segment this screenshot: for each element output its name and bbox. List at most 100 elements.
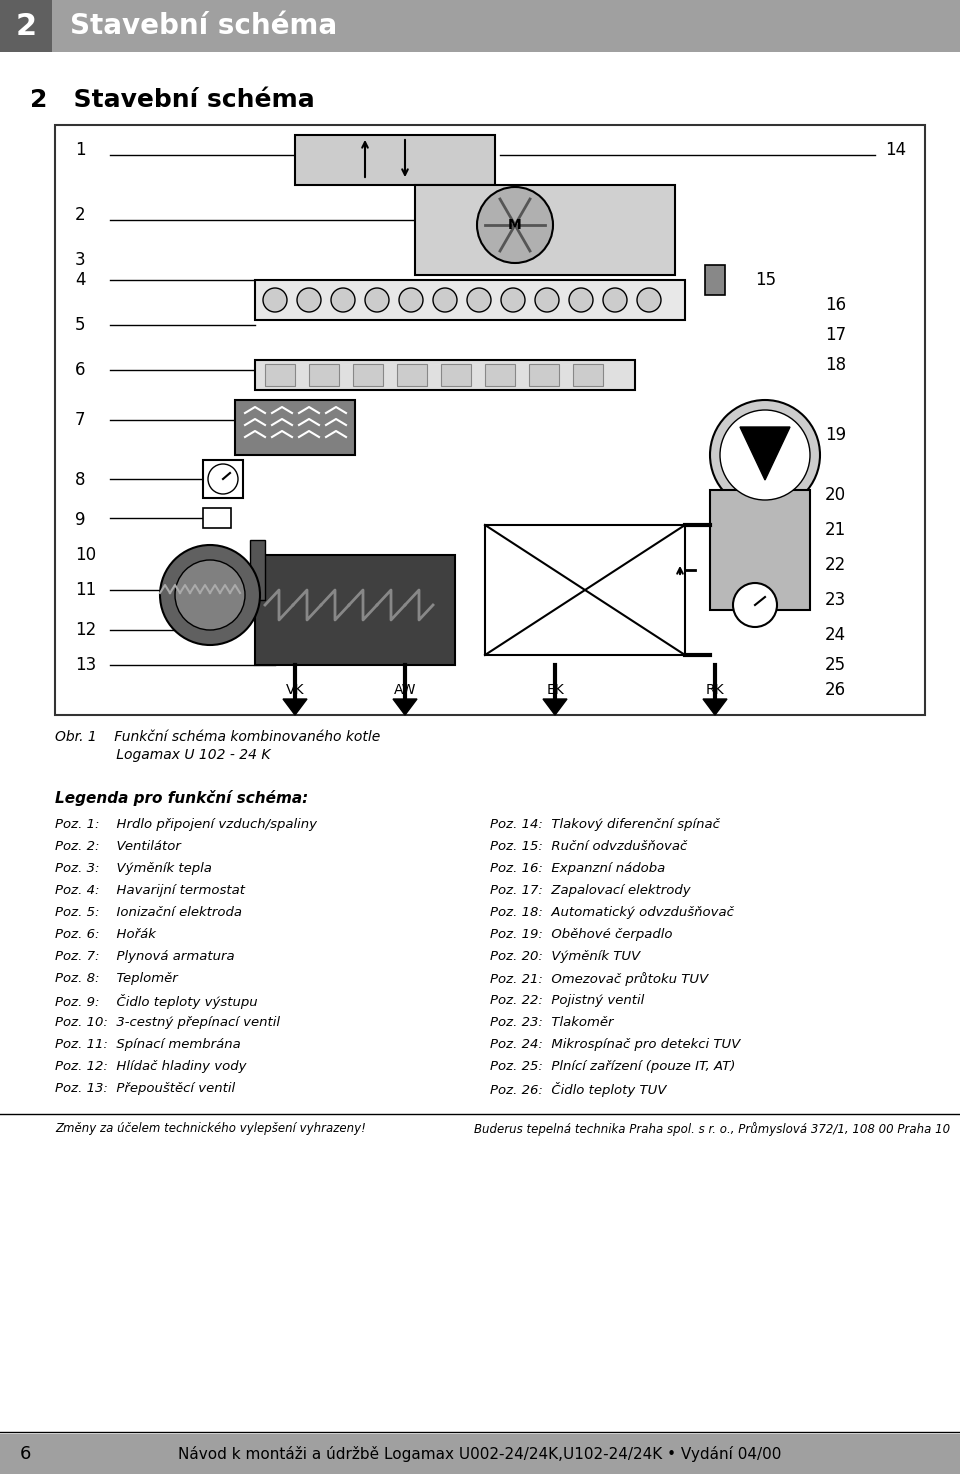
Text: Poz. 18:  Automatický odvzdušňovač: Poz. 18: Automatický odvzdušňovač [490,907,733,918]
Text: Poz. 1:    Hrdlo připojení vzduch/spaliny: Poz. 1: Hrdlo připojení vzduch/spaliny [55,818,317,831]
Circle shape [433,287,457,312]
Text: Poz. 2:    Ventilátor: Poz. 2: Ventilátor [55,840,180,853]
Text: AW: AW [394,682,417,697]
Text: 22: 22 [825,556,847,573]
Text: Poz. 13:  Přepouštěcí ventil: Poz. 13: Přepouštěcí ventil [55,1082,235,1095]
Text: 11: 11 [75,581,96,598]
Circle shape [297,287,321,312]
Text: Poz. 12:  Hlídač hladiny vody: Poz. 12: Hlídač hladiny vody [55,1060,247,1073]
Text: Buderus tepelná technika Praha spol. s r. o., Průmyslová 372/1, 108 00 Praha 10: Buderus tepelná technika Praha spol. s r… [474,1122,950,1136]
Circle shape [720,410,810,500]
Bar [415,186,675,276]
Text: Návod k montáži a údržbě Logamax U002-24/24K,U102-24/24K • Vydání 04/00: Návod k montáži a údržbě Logamax U002-24… [179,1446,781,1462]
Text: 10: 10 [75,545,96,565]
Text: Poz. 15:  Ruční odvzdušňovač: Poz. 15: Ruční odvzdušňovač [490,840,687,853]
Text: Poz. 5:    Ionizační elektroda: Poz. 5: Ionizační elektroda [55,907,242,918]
Text: Poz. 3:    Výměník tepla: Poz. 3: Výměník tepla [55,862,212,876]
Text: 25: 25 [825,656,846,674]
Bar [55,125,925,715]
Circle shape [208,464,238,494]
Bar [203,509,231,528]
Text: Poz. 21:  Omezovač průtoku TUV: Poz. 21: Omezovač průtoku TUV [490,971,708,986]
Polygon shape [703,699,727,715]
Text: 23: 23 [825,591,847,609]
Polygon shape [283,699,307,715]
Text: 13: 13 [75,656,96,674]
Text: Poz. 17:  Zapalovací elektrody: Poz. 17: Zapalovací elektrody [490,884,690,898]
Text: 15: 15 [755,271,776,289]
Bar [710,489,810,610]
Text: Poz. 22:  Pojistný ventil: Poz. 22: Pojistný ventil [490,993,644,1007]
Text: 20: 20 [825,486,846,504]
Bar [265,364,295,386]
Text: Poz. 9:    Čidlo teploty výstupu: Poz. 9: Čidlo teploty výstupu [55,993,257,1010]
Bar [235,399,355,455]
Text: Poz. 24:  Mikrospínač pro detekci TUV: Poz. 24: Mikrospínač pro detekci TUV [490,1038,740,1051]
Circle shape [365,287,389,312]
Polygon shape [543,699,567,715]
Bar [309,364,339,386]
Text: 26: 26 [825,681,846,699]
Circle shape [331,287,355,312]
Text: Poz. 25:  Plnící zařízení (pouze IT, AT): Poz. 25: Plnící zařízení (pouze IT, AT) [490,1060,735,1073]
Text: 12: 12 [75,621,96,640]
Bar [295,136,495,186]
Text: 2: 2 [15,12,36,40]
Bar [397,364,427,386]
Text: M: M [508,218,522,231]
Text: 18: 18 [825,357,846,374]
Bar [255,360,635,391]
Circle shape [535,287,559,312]
Text: RK: RK [706,682,724,697]
Text: 2   Stavební schéma: 2 Stavební schéma [30,88,315,112]
Text: Změny za účelem technického vylepšení vyhrazeny!: Změny za účelem technického vylepšení vy… [55,1122,366,1135]
Circle shape [569,287,593,312]
Polygon shape [485,525,685,654]
Bar [485,364,515,386]
Text: 4: 4 [75,271,85,289]
Bar [255,556,455,665]
Text: EK: EK [546,682,564,697]
Circle shape [263,287,287,312]
Text: Poz. 8:    Teploměr: Poz. 8: Teploměr [55,971,178,985]
Text: 6: 6 [75,361,85,379]
Text: Poz. 23:  Tlakoměr: Poz. 23: Tlakoměr [490,1016,613,1029]
Text: 2: 2 [75,206,85,224]
Text: 19: 19 [825,426,846,444]
Text: Poz. 6:    Hořák: Poz. 6: Hořák [55,929,156,940]
Text: Poz. 14:  Tlakový diferenční spínač: Poz. 14: Tlakový diferenční spínač [490,818,720,831]
Text: Poz. 7:    Plynová armatura: Poz. 7: Plynová armatura [55,951,234,963]
Text: 14: 14 [885,142,906,159]
Polygon shape [393,699,417,715]
Text: 5: 5 [75,315,85,335]
Text: 24: 24 [825,626,846,644]
Circle shape [160,545,260,646]
Circle shape [637,287,661,312]
Circle shape [399,287,423,312]
Circle shape [710,399,820,510]
Text: Legenda pro funkční schéma:: Legenda pro funkční schéma: [55,790,308,806]
Polygon shape [740,427,790,481]
Text: Poz. 19:  Oběhové čerpadlo: Poz. 19: Oběhové čerpadlo [490,929,673,940]
Text: Poz. 4:    Havarijní termostat: Poz. 4: Havarijní termostat [55,884,245,898]
Text: Stavební schéma: Stavební schéma [70,12,337,40]
Text: Poz. 10:  3-cestný přepínací ventil: Poz. 10: 3-cestný přepínací ventil [55,1016,280,1029]
Text: 3: 3 [75,251,85,268]
Bar [441,364,471,386]
Text: 16: 16 [825,296,846,314]
Circle shape [501,287,525,312]
Text: 9: 9 [75,511,85,529]
Bar [353,364,383,386]
Circle shape [733,584,777,626]
Bar [0,0,52,52]
Text: 7: 7 [75,411,85,429]
Circle shape [467,287,491,312]
Text: VK: VK [286,682,304,697]
Text: Obr. 1    Funkční schéma kombinovaného kotle: Obr. 1 Funkční schéma kombinovaného kotl… [55,730,380,744]
Bar [0,0,960,52]
Bar [705,265,725,295]
Circle shape [477,187,553,262]
Text: Poz. 26:  Čidlo teploty TUV: Poz. 26: Čidlo teploty TUV [490,1082,666,1097]
Bar [203,460,243,498]
Bar [250,539,265,600]
